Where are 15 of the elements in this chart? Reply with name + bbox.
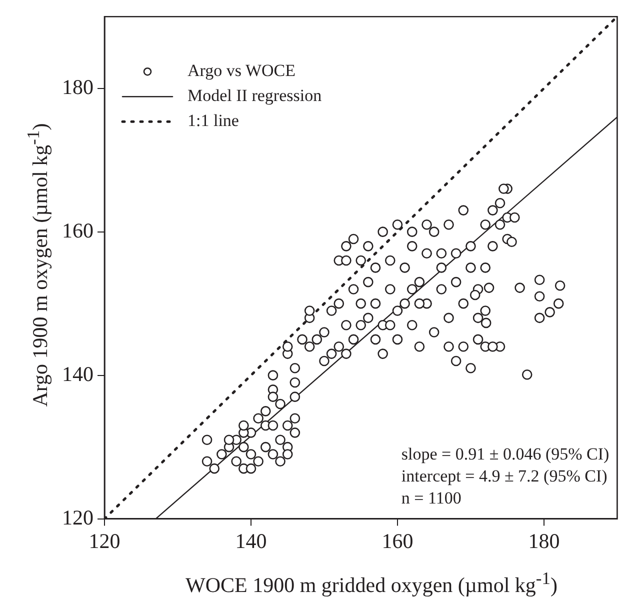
legend-label: 1:1 line — [188, 111, 239, 130]
annotation: slope = 0.91 ± 0.046 (95% CI) — [401, 444, 610, 464]
x-tick-label: 140 — [235, 528, 267, 553]
y-tick-label: 140 — [62, 362, 94, 386]
y-tick-label: 160 — [62, 218, 94, 242]
y-tick-label: 180 — [62, 74, 94, 99]
legend-label: Model II regression — [188, 86, 322, 106]
x-axis-title: WOCE 1900 m gridded oxygen (µmol kg$^{-1}$) — [184, 568, 558, 598]
y-tick-label: 120 — [62, 505, 94, 530]
annotation: n = 1100 — [401, 488, 462, 508]
legend-label: Argo vs WOCE — [188, 61, 296, 80]
x-tick-label: 120 — [88, 528, 120, 553]
x-tick-label: 180 — [528, 528, 560, 553]
annotation: intercept = 4.9 ± 7.2 (95% CI) — [401, 466, 608, 486]
x-tick-label: 160 — [382, 528, 414, 553]
